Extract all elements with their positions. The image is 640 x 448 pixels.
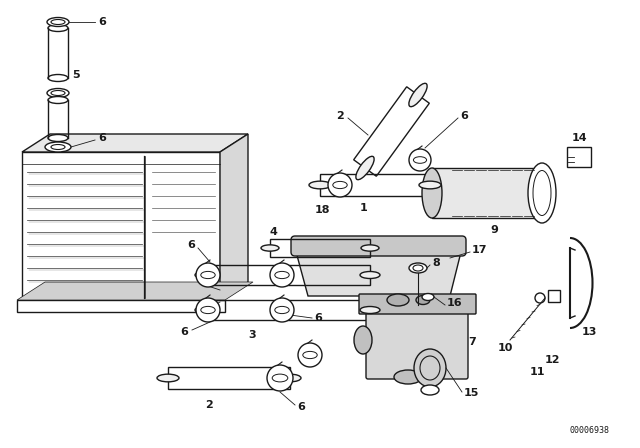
Text: 6: 6: [180, 327, 188, 337]
Circle shape: [267, 365, 293, 391]
Text: 6: 6: [297, 402, 305, 412]
Polygon shape: [220, 134, 248, 300]
Ellipse shape: [48, 134, 68, 142]
Circle shape: [196, 298, 220, 322]
Ellipse shape: [360, 306, 380, 314]
Text: 15: 15: [464, 388, 479, 398]
Ellipse shape: [195, 306, 215, 314]
Text: 7: 7: [468, 337, 476, 347]
Ellipse shape: [195, 271, 215, 279]
Ellipse shape: [272, 271, 292, 279]
Ellipse shape: [422, 168, 442, 218]
Polygon shape: [17, 282, 253, 300]
Text: 13: 13: [582, 327, 597, 337]
FancyBboxPatch shape: [548, 290, 560, 302]
Text: 8: 8: [432, 258, 440, 268]
Ellipse shape: [279, 374, 301, 382]
Ellipse shape: [416, 296, 430, 305]
Ellipse shape: [387, 294, 409, 306]
Circle shape: [270, 298, 294, 322]
Ellipse shape: [360, 271, 380, 279]
Ellipse shape: [356, 156, 374, 180]
Ellipse shape: [419, 181, 441, 189]
FancyBboxPatch shape: [366, 303, 468, 379]
Ellipse shape: [45, 142, 71, 152]
Ellipse shape: [409, 83, 427, 107]
Circle shape: [535, 293, 545, 303]
Ellipse shape: [47, 89, 69, 98]
Text: 10: 10: [498, 343, 513, 353]
Ellipse shape: [528, 163, 556, 223]
Ellipse shape: [422, 293, 434, 301]
Text: 16: 16: [447, 298, 463, 308]
Ellipse shape: [48, 96, 68, 103]
Text: 6: 6: [98, 133, 106, 143]
Ellipse shape: [309, 181, 331, 189]
Text: 1: 1: [360, 203, 368, 213]
Polygon shape: [432, 168, 542, 218]
Ellipse shape: [272, 306, 292, 314]
FancyBboxPatch shape: [567, 147, 591, 167]
Ellipse shape: [48, 74, 68, 82]
Ellipse shape: [261, 245, 279, 251]
Text: 12: 12: [545, 355, 561, 365]
Text: 3: 3: [248, 330, 255, 340]
Ellipse shape: [354, 326, 372, 354]
Circle shape: [270, 263, 294, 287]
Text: 6: 6: [98, 17, 106, 27]
Text: 6: 6: [460, 111, 468, 121]
Text: 2: 2: [205, 400, 212, 410]
FancyBboxPatch shape: [359, 294, 476, 314]
Ellipse shape: [414, 349, 446, 387]
Text: 4: 4: [270, 227, 278, 237]
Circle shape: [298, 343, 322, 367]
FancyBboxPatch shape: [291, 236, 466, 256]
Ellipse shape: [157, 374, 179, 382]
Ellipse shape: [409, 263, 427, 273]
Ellipse shape: [394, 370, 422, 384]
Polygon shape: [22, 152, 220, 300]
Ellipse shape: [421, 385, 439, 395]
Text: 5: 5: [72, 70, 79, 80]
Text: 00006938: 00006938: [570, 426, 610, 435]
Text: 6: 6: [187, 240, 195, 250]
Ellipse shape: [47, 17, 69, 26]
Text: 18: 18: [315, 205, 330, 215]
Ellipse shape: [272, 306, 292, 314]
Polygon shape: [17, 300, 225, 312]
Text: 17: 17: [472, 245, 488, 255]
Ellipse shape: [48, 25, 68, 31]
Ellipse shape: [361, 245, 379, 251]
Polygon shape: [22, 134, 248, 152]
Ellipse shape: [272, 271, 292, 279]
Polygon shape: [295, 248, 462, 296]
Text: 6: 6: [314, 313, 322, 323]
Circle shape: [409, 149, 431, 171]
Text: 11: 11: [530, 367, 545, 377]
Text: 2: 2: [336, 111, 344, 121]
Circle shape: [196, 263, 220, 287]
Circle shape: [328, 173, 352, 197]
Text: 14: 14: [572, 133, 588, 143]
Text: 9: 9: [490, 225, 498, 235]
